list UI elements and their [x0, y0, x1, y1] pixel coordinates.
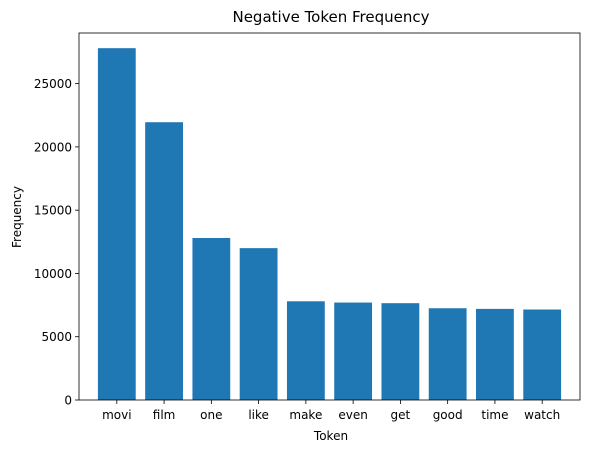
x-tick-label-time: time — [481, 408, 508, 422]
x-tick-label-movi: movi — [102, 408, 131, 422]
x-tick-label-like: like — [248, 408, 269, 422]
x-tick-label-watch: watch — [524, 408, 560, 422]
bar-watch — [523, 310, 561, 400]
x-tick-label-one: one — [200, 408, 222, 422]
x-tick-label-film: film — [153, 408, 176, 422]
bar-film — [145, 122, 183, 400]
x-tick-label-good: good — [433, 408, 463, 422]
x-tick-label-even: even — [338, 408, 367, 422]
y-tick-label-25000: 25000 — [34, 77, 72, 91]
bar-get — [381, 303, 419, 400]
x-axis-label: Token — [313, 429, 348, 443]
y-tick-label-0: 0 — [64, 394, 72, 408]
bar-time — [476, 309, 514, 400]
x-tick-label-make: make — [289, 408, 322, 422]
y-tick-label-5000: 5000 — [41, 330, 72, 344]
x-tick-label-get: get — [391, 408, 411, 422]
y-tick-label-10000: 10000 — [34, 267, 72, 281]
bar-make — [287, 301, 325, 400]
chart-title: Negative Token Frequency — [232, 8, 429, 26]
y-tick-label-20000: 20000 — [34, 140, 72, 154]
y-axis-label: Frequency — [10, 186, 24, 248]
bar-even — [334, 303, 372, 400]
bar-movi — [98, 48, 136, 400]
x-axis-ticks: movi film one like make even get good time watch — [102, 400, 560, 422]
y-tick-label-15000: 15000 — [34, 204, 72, 218]
bar-group — [98, 48, 561, 400]
bar-one — [192, 238, 230, 400]
bar-like — [240, 248, 278, 400]
bar-good — [429, 308, 467, 400]
y-axis-ticks: 0 5000 10000 15000 20000 25000 — [34, 77, 79, 407]
